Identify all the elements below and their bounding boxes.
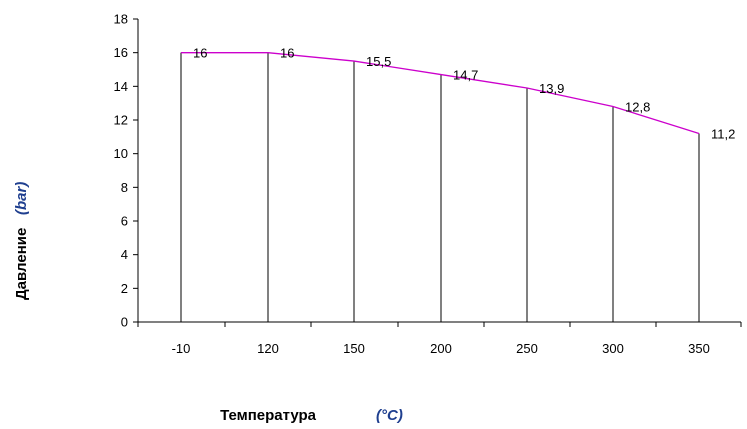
y-tick-label: 10 <box>114 146 128 161</box>
x-tick-label: -10 <box>172 341 191 356</box>
axes: 0 2 4 6 8 10 12 14 16 18 -10 120 150 200 250 300 350 <box>114 12 742 356</box>
series-line <box>181 52 700 135</box>
x-tick-label: 120 <box>257 341 279 356</box>
x-tick-label: 150 <box>343 341 365 356</box>
series <box>181 52 700 135</box>
data-label: 13,9 <box>539 81 564 96</box>
x-tick-label: 200 <box>430 341 452 356</box>
data-label: 12,8 <box>625 100 650 115</box>
x-tick-label: 300 <box>602 341 624 356</box>
y-tick-label: 16 <box>114 45 128 60</box>
y-tick-label: 6 <box>121 214 128 229</box>
data-label: 16 <box>280 46 294 61</box>
y-axis-unit: (bar) <box>13 182 30 215</box>
y-axis-title: Давление <box>13 228 30 300</box>
y-tick-label: 18 <box>114 12 128 27</box>
y-tick-label: 14 <box>114 79 128 94</box>
x-tick-label: 250 <box>516 341 538 356</box>
data-labels: 16 16 15,5 14,7 13,9 12,8 11,2 <box>193 46 735 142</box>
y-tick-label: 8 <box>121 180 128 195</box>
y-tick-label: 12 <box>114 113 128 128</box>
data-label: 16 <box>193 46 207 61</box>
data-label: 15,5 <box>366 54 391 69</box>
y-tick-label: 0 <box>121 315 128 330</box>
y-tick-label: 2 <box>121 281 128 296</box>
x-axis-unit: (°C) <box>376 407 403 424</box>
drop-lines <box>180 52 700 322</box>
x-tick-label: 350 <box>688 341 710 356</box>
data-label: 14,7 <box>453 68 478 83</box>
data-label: 11,2 <box>711 126 735 141</box>
x-axis-title: Температура <box>220 407 317 424</box>
y-tick-label: 4 <box>121 247 128 262</box>
